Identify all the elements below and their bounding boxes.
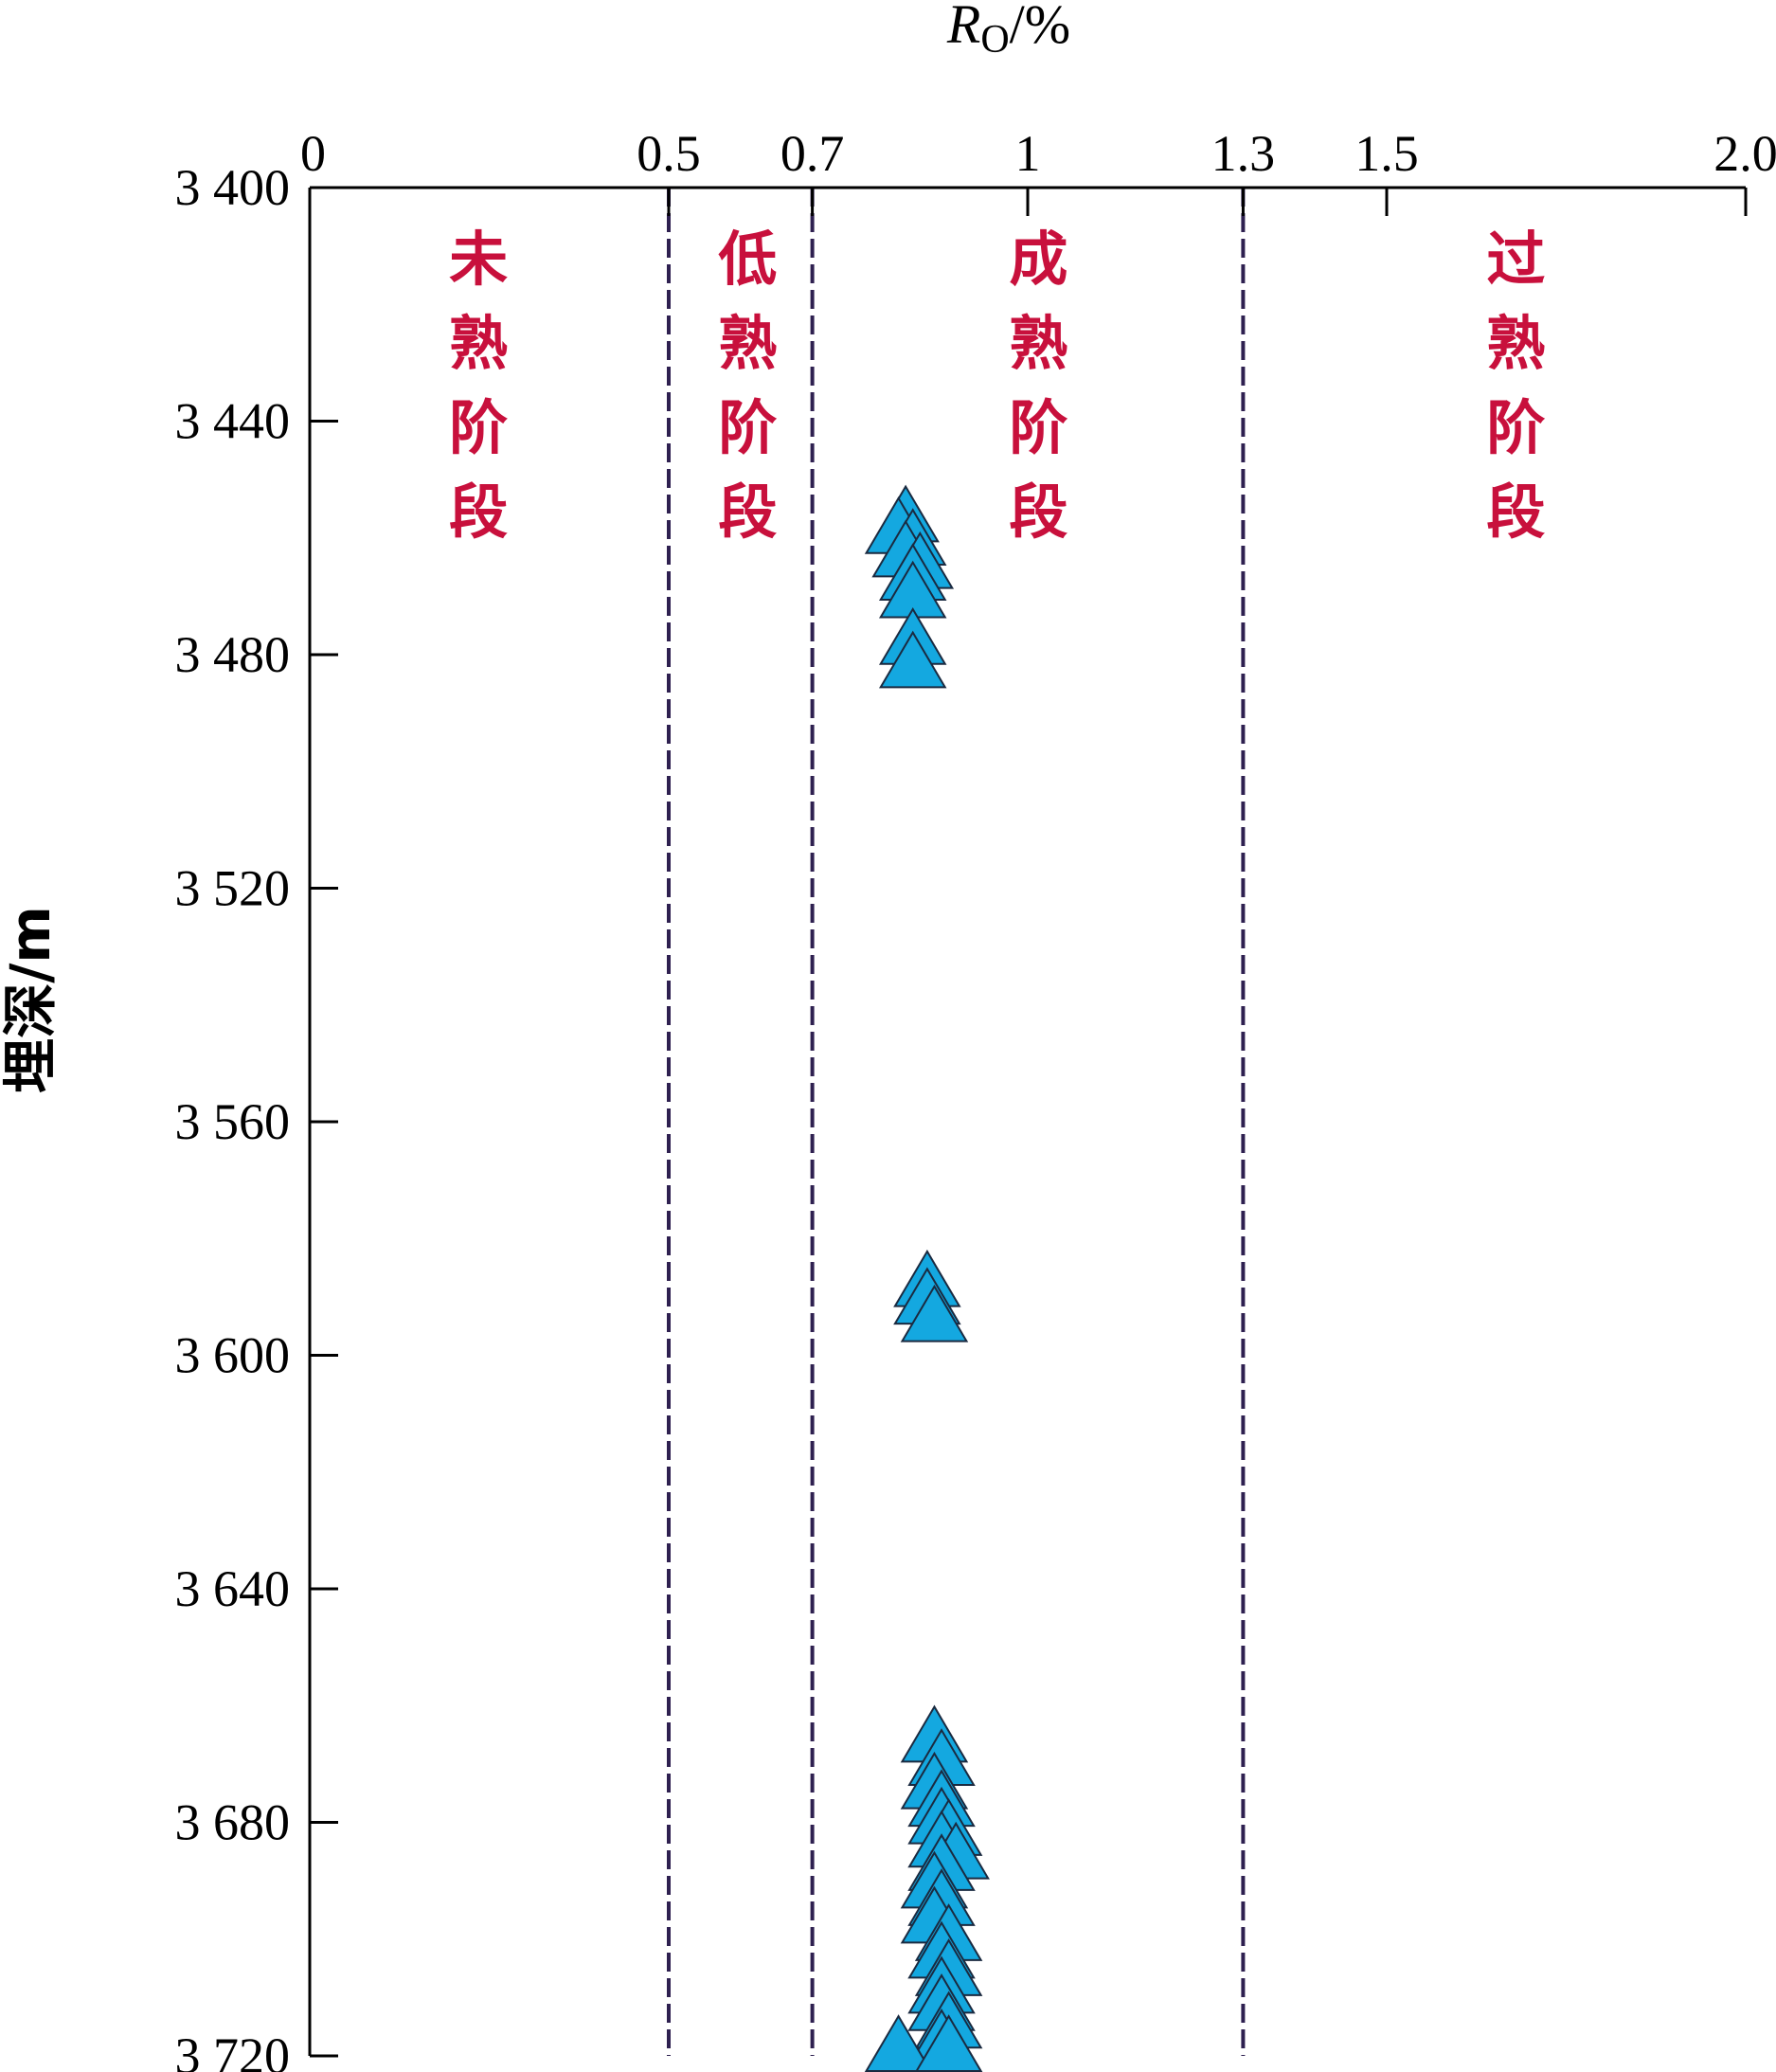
zone-label-char: 成 bbox=[1009, 225, 1067, 294]
x-tick-label: 1 bbox=[1015, 125, 1041, 182]
zone-label-char: 阶 bbox=[1486, 393, 1545, 462]
zone-label-char: 阶 bbox=[1009, 393, 1067, 462]
zone-label-char: 熟 bbox=[718, 309, 777, 378]
x-tick-label: 0.7 bbox=[780, 125, 845, 182]
y-tick-label: 3 520 bbox=[175, 860, 291, 917]
zone-label-char: 过 bbox=[1486, 225, 1545, 294]
y-tick-label: 3 560 bbox=[175, 1093, 291, 1150]
y-tick-label: 3 720 bbox=[175, 2027, 291, 2072]
zone-label-char: 低 bbox=[718, 225, 777, 294]
y-axis-ticks: 3 400 3 440 3 480 3 520 3 560 3 600 3 640 3 680… bbox=[175, 159, 338, 2072]
axes bbox=[308, 186, 1746, 2056]
x-axis-title-sub: O bbox=[980, 18, 1009, 62]
x-tick-label: 0.5 bbox=[637, 125, 701, 182]
x-axis-title-unit: /% bbox=[1010, 0, 1070, 55]
y-tick-label: 3 600 bbox=[175, 1327, 291, 1384]
zone-label-char: 熟 bbox=[449, 309, 508, 378]
data-point bbox=[914, 2014, 983, 2072]
y-tick-label: 3 640 bbox=[175, 1560, 291, 1617]
zone-label-char: 阶 bbox=[449, 393, 508, 462]
zone-label-char: 阶 bbox=[718, 393, 777, 462]
x-axis-title: RO/% bbox=[946, 0, 1070, 62]
maturity-boundaries bbox=[667, 188, 1246, 2056]
y-tick-label: 3 440 bbox=[175, 393, 291, 450]
zone-label-char: 熟 bbox=[1486, 309, 1545, 378]
y-tick-label: 3 480 bbox=[175, 626, 291, 683]
x-tick-label: 1.5 bbox=[1354, 125, 1419, 182]
zone-label-char: 未 bbox=[449, 225, 508, 294]
y-tick-label: 3 680 bbox=[175, 1794, 291, 1851]
zone-label-char: 熟 bbox=[1009, 309, 1067, 378]
y-axis-title: 埋深/m bbox=[0, 906, 63, 1093]
x-tick-label: 1.3 bbox=[1211, 125, 1276, 182]
x-axis-ticks: 0 0.5 0.7 1 1.3 1.5 2.0 bbox=[300, 125, 1776, 216]
zone-label-char: 段 bbox=[449, 477, 508, 547]
x-tick-label: 0 bbox=[300, 125, 326, 182]
data-point bbox=[900, 1284, 969, 1342]
zone-label-char: 段 bbox=[1009, 477, 1067, 547]
data-point bbox=[878, 630, 947, 689]
x-tick-label: 2.0 bbox=[1713, 125, 1776, 182]
data-point bbox=[864, 2014, 933, 2072]
y-tick-label: 3 400 bbox=[175, 159, 291, 216]
zone-label-char: 段 bbox=[718, 477, 777, 547]
data-points bbox=[864, 484, 990, 2072]
zone-label-char: 段 bbox=[1486, 477, 1545, 547]
x-axis-title-main: R bbox=[946, 0, 980, 55]
